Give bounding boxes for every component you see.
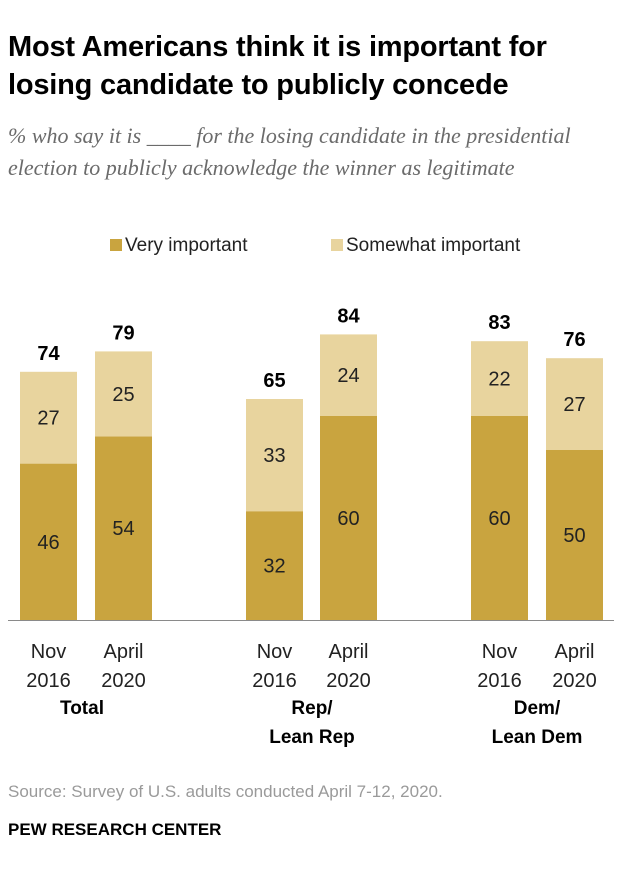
total-label-2: 79 <box>112 322 134 344</box>
group-label-1-1: Total <box>60 698 104 719</box>
data-label-somewhat-2: 25 <box>112 384 134 406</box>
bar-segment-very-4 <box>320 416 377 620</box>
group-label-3-1: Dem/ <box>514 698 561 719</box>
data-label-very-5: 60 <box>488 508 510 530</box>
x-tick-label-4-1: April <box>328 641 368 663</box>
x-tick-label-2-2: 2020 <box>101 670 146 692</box>
group-label-3-2: Lean Dem <box>492 727 583 748</box>
data-label-very-3: 32 <box>263 556 285 578</box>
x-tick-label-6-2: 2020 <box>552 670 597 692</box>
brand-label: PEW RESEARCH CENTER <box>8 820 222 839</box>
x-tick-label-4-2: 2020 <box>326 670 371 692</box>
source-note: Source: Survey of U.S. adults conducted … <box>8 782 443 801</box>
total-label-1: 74 <box>37 343 60 365</box>
x-tick-label-3-2: 2016 <box>252 670 297 692</box>
data-label-very-6: 50 <box>563 525 585 547</box>
bar-segment-very-3 <box>246 511 303 620</box>
group-label-2-1: Rep/ <box>291 698 333 719</box>
bar-segment-somewhat-6 <box>546 358 603 450</box>
bar-segment-very-2 <box>95 436 152 620</box>
x-tick-label-5-2: 2016 <box>477 670 522 692</box>
total-label-3: 65 <box>263 370 285 392</box>
data-label-somewhat-1: 27 <box>37 408 59 430</box>
bar-segment-somewhat-1 <box>20 371 77 464</box>
legend-swatch-1 <box>110 239 122 251</box>
x-tick-label-2-1: April <box>103 641 143 663</box>
total-label-4: 84 <box>337 305 360 327</box>
bar-segment-very-5 <box>471 416 528 620</box>
bar-segment-somewhat-4 <box>320 334 377 416</box>
data-label-somewhat-5: 22 <box>488 369 510 391</box>
total-label-5: 83 <box>488 312 510 334</box>
bar-segment-very-1 <box>20 463 77 620</box>
data-label-very-2: 54 <box>112 518 134 540</box>
bar-segment-somewhat-5 <box>471 341 528 416</box>
chart-title: Most Americans think it is important for… <box>8 31 547 101</box>
chart-subtitle: % who say it is ____ for the losing cand… <box>8 123 571 180</box>
x-tick-label-6-1: April <box>554 641 594 663</box>
bar-segment-somewhat-2 <box>95 351 152 437</box>
bar-segment-very-6 <box>546 450 603 620</box>
legend-swatch-2 <box>331 239 343 251</box>
x-tick-label-1-1: Nov <box>31 641 67 663</box>
stacked-bar-chart: Very important Somewhat important 46 27 74 No… <box>8 235 614 748</box>
x-tick-label-3-1: Nov <box>257 641 293 663</box>
legend-label-2: Somewhat important <box>346 235 521 256</box>
data-label-somewhat-3: 33 <box>263 445 285 467</box>
data-label-very-1: 46 <box>37 532 59 554</box>
x-tick-label-5-1: Nov <box>482 641 518 663</box>
legend-label-1: Very important <box>125 235 248 256</box>
data-label-very-4: 60 <box>337 508 359 530</box>
data-label-somewhat-6: 27 <box>563 394 585 416</box>
total-label-6: 76 <box>563 329 585 351</box>
group-label-2-2: Lean Rep <box>269 727 355 748</box>
data-label-somewhat-4: 24 <box>337 365 359 387</box>
x-tick-label-1-2: 2016 <box>26 670 71 692</box>
bar-segment-somewhat-3 <box>246 399 303 512</box>
